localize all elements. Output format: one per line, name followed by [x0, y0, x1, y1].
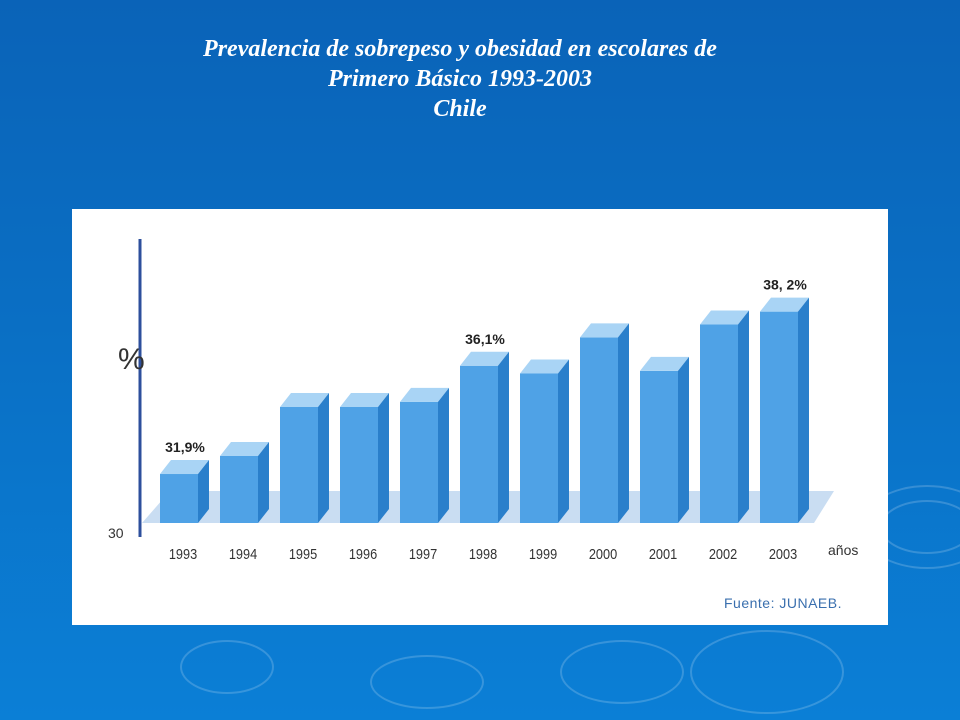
bar-top: [160, 460, 209, 475]
bar-top: [580, 323, 629, 338]
bar: [220, 455, 258, 523]
bar-top: [520, 359, 569, 374]
x-tick-label: 1997: [409, 545, 438, 562]
x-tick-label: 1998: [469, 545, 498, 562]
x-tick-label: 2002: [709, 545, 738, 562]
bar-side: [738, 310, 749, 523]
bar: [340, 407, 378, 523]
bar-side: [438, 387, 449, 523]
y-tick-label: 30: [108, 525, 124, 541]
bar-top: [400, 387, 449, 402]
x-tick-label: 1994: [229, 545, 258, 562]
bar-side: [618, 323, 629, 523]
ripple-decoration: [180, 640, 274, 694]
bar: [700, 324, 738, 523]
bar: [460, 365, 498, 523]
bar-side: [798, 297, 809, 523]
title-line-1: Prevalencia de sobrepeso y obesidad en e…: [203, 36, 717, 62]
ripple-decoration: [370, 655, 484, 709]
bar-top: [760, 297, 809, 312]
bar: [160, 474, 198, 523]
x-tick-label: 2003: [769, 545, 798, 562]
x-tick-label: 1993: [169, 545, 198, 562]
bar-side: [558, 359, 569, 523]
bar-top: [280, 393, 329, 407]
data-label: 38, 2%: [763, 277, 807, 293]
y-axis-label: %: [118, 343, 145, 376]
title-line-3: Chile: [433, 96, 487, 122]
bar-side: [378, 393, 389, 523]
ripple-decoration: [690, 630, 844, 714]
bar: [400, 401, 438, 523]
x-tick-label: 1999: [529, 545, 558, 562]
x-tick-label: 1996: [349, 545, 378, 562]
data-label: 31,9%: [165, 439, 205, 455]
x-tick-label: 2001: [649, 545, 678, 562]
bar: [760, 311, 798, 523]
bar-top: [700, 310, 749, 325]
x-axis-label: años: [828, 542, 858, 558]
slide-title: Prevalencia de sobrepeso y obesidad en e…: [60, 34, 860, 124]
bar-side: [198, 460, 209, 523]
bar-top: [640, 356, 689, 371]
bar: [640, 370, 678, 523]
bar: [580, 337, 618, 523]
bar: [520, 373, 558, 523]
bar-side: [678, 356, 689, 523]
bar-top: [460, 351, 509, 366]
bar-chart: % 30 1993 1994 1995 1996 1997 1998 1999 2000 2001 2…: [108, 239, 858, 562]
ripple-decoration: [560, 640, 684, 704]
source-note: Fuente: JUNAEB.: [724, 595, 842, 611]
bar-top: [220, 441, 269, 456]
x-tick-label: 2000: [589, 545, 618, 562]
chart-panel: % 30 1993 1994 1995 1996 1997 1998 1999 2000 2001 2…: [72, 209, 888, 625]
bar-side: [258, 441, 269, 523]
bar: [280, 407, 318, 523]
title-line-2: Primero Básico 1993-2003: [328, 66, 592, 92]
bar-top: [340, 393, 389, 407]
data-label: 36,1%: [465, 331, 505, 347]
bar-side: [318, 393, 329, 523]
bar-side: [498, 351, 509, 523]
x-tick-label: 1995: [289, 545, 318, 562]
